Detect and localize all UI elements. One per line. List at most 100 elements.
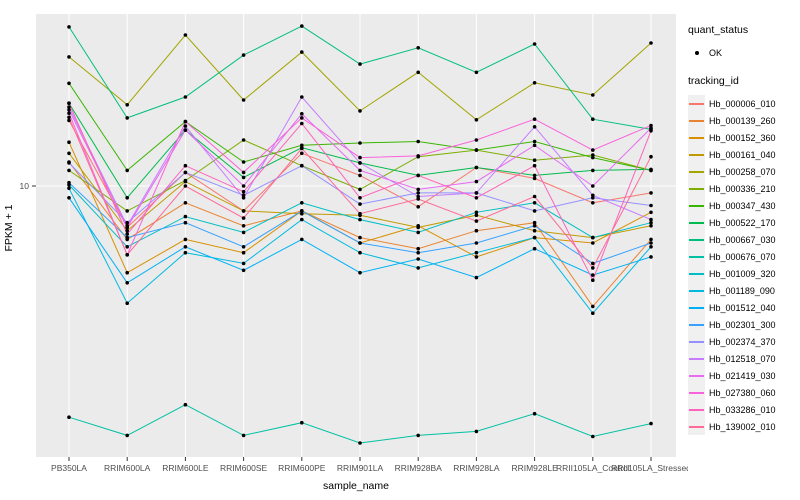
- data-point: [591, 201, 595, 205]
- legend-item-label: Hb_001009_320: [709, 268, 776, 279]
- series-color-line-icon: [689, 136, 704, 139]
- series-color-line-icon: [689, 272, 704, 275]
- data-point: [649, 167, 653, 172]
- data-point: [183, 178, 188, 183]
- data-point: [125, 220, 129, 225]
- series-color-line-icon: [689, 153, 704, 156]
- data-point: [125, 225, 129, 230]
- legend-key-swatch: [688, 333, 705, 350]
- legend-item: Hb_000139_260: [688, 112, 798, 129]
- data-point: [416, 46, 421, 50]
- legend-item: Hb_000161_040: [688, 146, 798, 163]
- legend-item-label: Hb_001189_090: [709, 285, 775, 296]
- data-point: [358, 202, 362, 206]
- data-point: [649, 224, 653, 228]
- x-tick-label: RRIM901LA: [337, 463, 384, 473]
- data-point: [416, 230, 421, 235]
- data-point: [474, 179, 479, 184]
- data-point: [416, 187, 421, 192]
- data-point: [591, 273, 595, 277]
- data-point: [474, 275, 479, 280]
- data-point: [183, 163, 188, 168]
- legend-item: Hb_027380_060: [688, 384, 798, 401]
- data-point: [649, 191, 653, 195]
- data-point: [591, 196, 595, 200]
- data-point: [649, 220, 653, 225]
- data-point: [241, 268, 246, 273]
- data-point: [474, 191, 479, 195]
- data-point: [125, 232, 129, 236]
- legend-key-swatch: [688, 418, 705, 435]
- legend-item-label: Hb_000006_010: [709, 98, 776, 109]
- series-color-line-icon: [689, 187, 704, 190]
- legend-key-swatch: [688, 265, 705, 282]
- data-point: [183, 119, 188, 124]
- data-point: [125, 281, 129, 285]
- legend-key-swatch: [688, 146, 705, 163]
- plot-legend: quant_status OK tracking_id Hb_000006_01…: [688, 24, 798, 449]
- data-point: [358, 109, 362, 113]
- legend-item-label: Hb_000161_040: [709, 149, 776, 160]
- legend-key-swatch: [688, 231, 705, 248]
- data-point: [67, 115, 71, 120]
- legend-item-label: Hb_002374_370: [709, 336, 776, 347]
- data-point: [649, 255, 653, 259]
- data-point: [532, 81, 537, 85]
- data-point: [532, 224, 537, 228]
- legend-item: Hb_139002_010: [688, 418, 798, 435]
- data-point: [591, 117, 595, 121]
- data-point: [358, 235, 362, 240]
- data-point: [591, 278, 595, 283]
- data-point: [474, 138, 479, 142]
- series-color-line-icon: [689, 306, 704, 309]
- legend-item: Hb_000006_010: [688, 95, 798, 112]
- x-tick-label: RRIM928LA: [453, 463, 500, 473]
- legend-key-swatch: [688, 367, 705, 384]
- data-point: [125, 196, 129, 200]
- series-color-line-icon: [689, 170, 704, 173]
- data-point: [300, 211, 304, 216]
- x-tick-label: RRIM600SE: [220, 463, 268, 473]
- data-point: [358, 441, 362, 445]
- data-point: [532, 158, 537, 162]
- legend-item-label: Hb_001512_040: [709, 302, 776, 313]
- data-point: [416, 225, 421, 230]
- data-point: [67, 415, 71, 420]
- data-point: [125, 103, 129, 107]
- data-point: [300, 420, 304, 425]
- data-point: [241, 189, 246, 194]
- legend-item-label: Hb_012518_070: [709, 353, 776, 364]
- legend-key-swatch: [688, 282, 705, 299]
- x-tick-label: RRIM928LE: [511, 463, 558, 473]
- data-point: [532, 194, 537, 199]
- data-point: [125, 270, 129, 275]
- data-point: [125, 168, 129, 173]
- data-point: [125, 228, 129, 233]
- data-point: [474, 219, 479, 223]
- data-point: [532, 176, 537, 181]
- legend-item: Hb_000347_430: [688, 197, 798, 214]
- x-tick-label: RRII105LA_Stressed: [611, 463, 688, 473]
- plot-panel: PB350LA RRIM600LA RRIM600LE RRIM600SE RRIM60…: [3, 14, 688, 492]
- data-point: [67, 111, 71, 115]
- data-point: [416, 250, 421, 255]
- legend-key-swatch: [688, 163, 705, 180]
- data-point: [649, 421, 653, 426]
- data-point: [241, 230, 246, 235]
- data-point: [300, 237, 304, 242]
- data-point: [125, 116, 129, 120]
- legend-key-swatch: [688, 180, 705, 197]
- data-point: [474, 429, 479, 434]
- x-tick-label: RRII105LA_Control: [556, 463, 630, 473]
- data-point: [300, 121, 304, 126]
- legend-item: Hb_000152_360: [688, 129, 798, 146]
- legend-title-quant-status: quant_status: [688, 24, 749, 36]
- data-point: [67, 168, 71, 173]
- y-tick-label: 10: [20, 181, 30, 191]
- data-point: [474, 118, 479, 122]
- data-point: [67, 140, 71, 144]
- data-point: [358, 141, 362, 145]
- data-point: [591, 153, 595, 157]
- legend-item: Hb_002301_300: [688, 316, 798, 333]
